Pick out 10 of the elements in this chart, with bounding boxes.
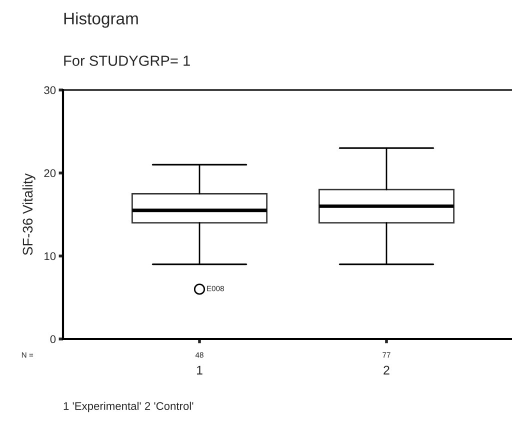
chart-subtitle: For STUDYGRP= 1 bbox=[64, 56, 190, 66]
y-axis-title: SF-36 Vitality bbox=[22, 173, 36, 256]
text: 1 'Experimental' 2 'Control' bbox=[64, 402, 194, 412]
y-tick-label: 30 bbox=[44, 86, 56, 94]
y-tick-label: 10 bbox=[44, 252, 56, 260]
y-tick-label: 20 bbox=[44, 169, 56, 178]
x-tick-label: 1 bbox=[196, 366, 202, 374]
chart-title: Histogram bbox=[64, 12, 138, 28]
x-tick-label: 2 bbox=[384, 366, 390, 374]
y-tick-label: 0 bbox=[50, 335, 56, 344]
